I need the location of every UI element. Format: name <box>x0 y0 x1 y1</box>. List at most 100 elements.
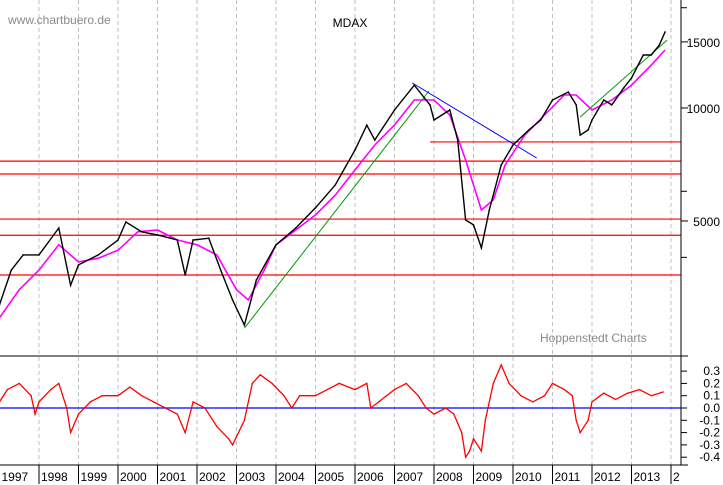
price-point <box>125 221 127 223</box>
price-point <box>539 119 542 121</box>
indicator-point <box>6 388 9 391</box>
indicator-point <box>551 382 554 385</box>
indicator-point <box>117 395 119 397</box>
indicator-point <box>393 388 396 391</box>
price-point <box>334 184 337 186</box>
price-point <box>456 139 459 141</box>
year-gridlines <box>38 0 672 465</box>
moving-average-line <box>0 49 666 319</box>
indicator-point <box>65 407 68 409</box>
price-point <box>528 129 530 131</box>
indicator-point <box>164 407 167 409</box>
price-point <box>488 209 491 211</box>
x-tick-label: 2004 <box>278 470 305 484</box>
indicator-point <box>192 401 194 403</box>
downtrend-line <box>412 82 537 159</box>
indicator-point <box>283 395 285 397</box>
price-point <box>97 254 100 256</box>
price-point <box>587 129 589 131</box>
indicator-point <box>271 382 273 385</box>
price-point <box>480 247 483 249</box>
price-line <box>0 31 666 328</box>
indicator-point <box>417 395 419 397</box>
price-point <box>366 124 368 126</box>
indicator-point <box>650 395 652 397</box>
indicator-point <box>575 419 577 421</box>
indicator-point <box>227 438 230 440</box>
indicator-point <box>425 407 427 409</box>
price-point <box>219 269 222 271</box>
y-tick-label: 15000 <box>687 36 721 50</box>
price-point <box>603 99 605 101</box>
indicator-point <box>152 401 155 403</box>
indicator-point <box>638 388 641 391</box>
price-point <box>429 104 431 106</box>
price-point <box>658 44 660 47</box>
indicator-point <box>626 392 629 394</box>
x-tick-label: 2009 <box>476 470 503 484</box>
x-tick-label: 2 <box>673 470 680 484</box>
indicator-point <box>184 431 186 434</box>
indicator-point <box>314 395 317 397</box>
indicator-point <box>520 395 522 397</box>
indicator-point <box>259 374 261 376</box>
x-tick-label: 1997 <box>2 470 29 484</box>
indicator-tick-label: 0.0 <box>703 401 720 415</box>
indicator-point <box>563 388 566 391</box>
price-point <box>354 149 356 151</box>
price-point <box>184 274 186 276</box>
indicator-point <box>484 419 487 421</box>
indicator-point <box>18 382 20 385</box>
price-point <box>664 31 666 33</box>
x-tick-label: 2007 <box>397 470 424 484</box>
price-point <box>579 134 581 136</box>
chart-title: MDAX <box>333 16 368 30</box>
indicator-point <box>338 382 340 385</box>
indicator-point <box>543 395 546 397</box>
indicator-point <box>34 413 36 415</box>
indicator-point <box>129 386 131 388</box>
indicator-point <box>216 425 218 428</box>
x-tick-label: 2000 <box>120 470 147 484</box>
indicator-point <box>299 395 301 397</box>
indicator-point <box>405 382 408 385</box>
price-point <box>10 269 13 271</box>
x-tick-label: 2012 <box>594 470 621 484</box>
price-point <box>567 91 570 93</box>
indicator-point <box>615 398 617 401</box>
price-point <box>38 254 40 256</box>
price-point <box>117 239 119 241</box>
price-point <box>512 144 514 146</box>
price-point <box>294 227 297 229</box>
uptrend-line <box>244 90 430 329</box>
price-point <box>575 104 577 106</box>
indicator-tick-label: -0.1 <box>699 413 720 427</box>
indicator-point <box>587 419 589 421</box>
indicator-point <box>591 401 593 403</box>
x-tick-label: 2010 <box>515 470 542 484</box>
watermark: www.chartbuero.de <box>7 13 111 27</box>
price-point <box>243 324 246 326</box>
price-point <box>500 164 502 166</box>
indicator-point <box>291 407 293 409</box>
indicator-point <box>101 395 103 397</box>
x-tick-label: 1999 <box>81 470 108 484</box>
price-point <box>413 84 416 87</box>
price-point <box>255 279 258 281</box>
x-tick-label: 2002 <box>199 470 226 484</box>
indicator-point <box>603 392 605 394</box>
price-point <box>622 87 625 89</box>
price-point <box>22 254 25 256</box>
indicator-point <box>30 395 32 397</box>
price-point <box>591 119 593 121</box>
indicator-point <box>354 388 356 391</box>
y-tick-label: 10000 <box>687 102 721 116</box>
indicator-point <box>532 401 534 403</box>
indicator-point <box>69 431 72 434</box>
indicator-point <box>89 401 92 403</box>
price-point <box>192 239 194 241</box>
indicator-point <box>500 364 502 366</box>
price-point <box>551 99 554 101</box>
